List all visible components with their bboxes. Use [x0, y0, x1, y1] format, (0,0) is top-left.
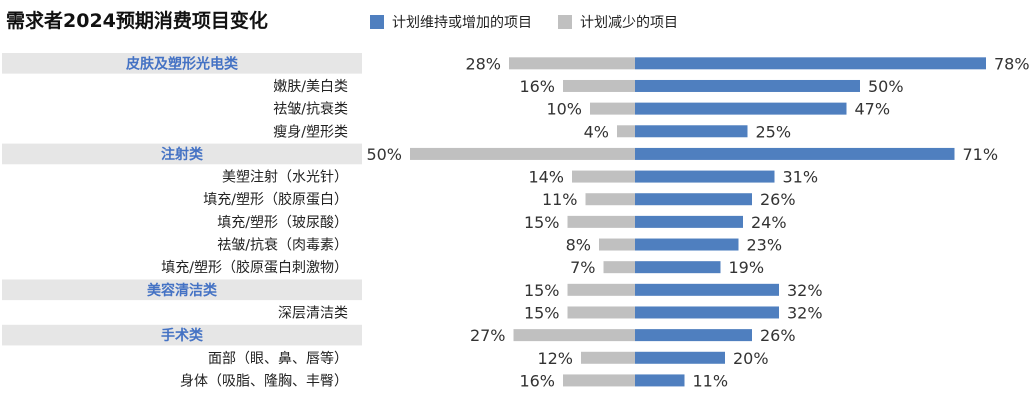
bar-increase — [635, 238, 739, 251]
category-label: 瘦身/塑形类 — [273, 123, 348, 140]
data-label-decrease: 7% — [570, 258, 595, 277]
data-label-increase: 32% — [787, 281, 823, 300]
bar-decrease — [603, 261, 635, 274]
category-label: 面部（眼、鼻、唇等） — [208, 350, 348, 367]
data-label-increase: 23% — [747, 236, 783, 255]
data-label-increase: 31% — [783, 168, 819, 187]
category-label: 嫩肤/美白类 — [273, 79, 348, 95]
data-label-increase: 11% — [693, 371, 729, 390]
data-label-increase: 32% — [787, 303, 823, 322]
data-label-decrease: 27% — [470, 326, 506, 345]
bar-decrease — [567, 215, 635, 228]
legend: 计划维持或增加的项目 计划减少的项目 — [370, 12, 704, 32]
bar-increase — [635, 57, 986, 70]
bar-increase — [635, 374, 685, 387]
bar-increase — [635, 79, 860, 92]
group-header-label: 皮肤及塑形光电类 — [125, 55, 239, 72]
bar-increase — [635, 306, 779, 319]
category-label: 填充/塑形（胶原蛋白刺激物） — [161, 259, 348, 276]
data-label-increase: 20% — [733, 349, 769, 368]
bar-increase — [635, 215, 743, 228]
legend-item-decrease: 计划减少的项目 — [558, 12, 678, 32]
bar-increase — [635, 170, 775, 183]
data-label-decrease: 15% — [524, 303, 560, 322]
category-band-0 — [2, 53, 362, 74]
legend-item-increase: 计划维持或增加的项目 — [370, 12, 532, 32]
category-label: 深层清洁类 — [278, 305, 348, 321]
bar-decrease — [581, 351, 635, 364]
data-label-decrease: 8% — [566, 236, 591, 255]
bar-increase — [635, 193, 752, 206]
category-label: 美塑注射（水光针） — [222, 170, 348, 186]
bar-decrease — [567, 306, 635, 319]
legend-label-increase: 计划维持或增加的项目 — [392, 15, 532, 31]
data-label-decrease: 28% — [465, 54, 501, 73]
data-label-increase: 47% — [855, 100, 891, 119]
category-label: 身体（吸脂、隆胸、丰臀） — [180, 373, 348, 389]
chart-title: 需求者2024预期消费项目变化 — [6, 10, 268, 32]
data-label-decrease: 4% — [584, 122, 609, 141]
data-label-decrease: 15% — [524, 281, 560, 300]
bar-decrease — [513, 329, 635, 342]
bar-increase — [635, 261, 721, 274]
data-label-increase: 26% — [760, 326, 796, 345]
bar-decrease — [509, 57, 635, 70]
category-band-12 — [2, 324, 362, 346]
category-label: 祛皱/抗衰（肉毒素） — [217, 237, 348, 254]
bar-decrease — [599, 238, 635, 251]
legend-label-decrease: 计划减少的项目 — [580, 15, 678, 31]
data-label-decrease: 10% — [546, 100, 582, 119]
bar-decrease — [572, 170, 635, 183]
bar-increase — [635, 329, 752, 342]
data-label-increase: 26% — [760, 190, 796, 209]
data-label-decrease: 16% — [519, 77, 555, 96]
bar-increase — [635, 147, 955, 160]
data-label-increase: 19% — [729, 258, 765, 277]
legend-swatch-increase — [370, 15, 384, 29]
data-label-increase: 78% — [994, 54, 1030, 73]
bar-decrease — [585, 193, 635, 206]
data-label-decrease: 14% — [528, 168, 564, 187]
data-label-increase: 50% — [868, 77, 904, 96]
bar-decrease — [563, 79, 635, 92]
group-header-label: 手术类 — [161, 327, 204, 344]
bar-decrease — [563, 374, 635, 387]
category-band-4 — [2, 143, 362, 165]
bar-increase — [635, 102, 847, 115]
bar-increase — [635, 283, 779, 296]
category-label: 填充/塑形（玻尿酸） — [217, 215, 348, 231]
bar-decrease — [567, 283, 635, 296]
bar-decrease — [617, 125, 635, 138]
bar-increase — [635, 351, 725, 364]
bar-decrease — [410, 147, 635, 160]
data-label-decrease: 50% — [366, 145, 402, 164]
data-label-decrease: 16% — [519, 371, 555, 390]
category-label: 填充/塑形（胶原蛋白） — [203, 191, 348, 208]
group-header-label: 美容清洁类 — [147, 282, 218, 299]
legend-swatch-decrease — [558, 15, 572, 29]
data-label-increase: 24% — [751, 213, 787, 232]
group-header-label: 注射类 — [161, 146, 204, 163]
data-label-decrease: 15% — [524, 213, 560, 232]
data-label-decrease: 12% — [537, 349, 573, 368]
bar-decrease — [590, 102, 635, 115]
category-label: 祛皱/抗衰类 — [273, 101, 348, 118]
data-label-increase: 25% — [756, 122, 792, 141]
category-band-10 — [2, 279, 362, 301]
data-label-increase: 71% — [963, 145, 999, 164]
bar-increase — [635, 125, 748, 138]
data-label-decrease: 11% — [542, 190, 578, 209]
